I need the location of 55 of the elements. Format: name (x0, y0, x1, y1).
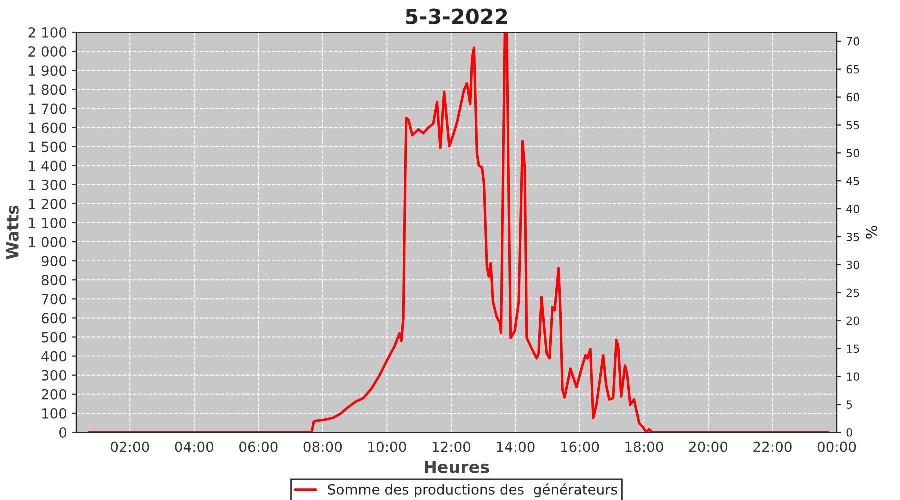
y2-tick-label: 45 (846, 177, 860, 186)
y-tick-label: 900 (42, 256, 67, 267)
y-tick-label: 1 800 (29, 84, 67, 96)
y2-tick-label: 15 (847, 344, 860, 354)
y2-tick-label: 5 (846, 400, 852, 409)
x-tick-label: 10:00 (368, 442, 406, 452)
chart-title: 5-3-2022 (406, 8, 508, 24)
x-tick-label: 00:00 (818, 442, 856, 452)
y2-tick-label: 50 (846, 149, 860, 158)
y2-tick-label: 30 (846, 260, 860, 270)
y2-tick-label: 0 (846, 428, 852, 437)
y-tick-label: 1 700 (29, 104, 67, 114)
y2-tick-label: 10 (847, 372, 860, 382)
y-tick-label: 200 (42, 389, 67, 400)
x-tick-label: 12:00 (432, 442, 471, 452)
y2-axis-title: % (866, 226, 878, 239)
y-tick-label: 600 (42, 313, 67, 324)
x-tick-label: 02:00 (111, 442, 150, 452)
y2-tick-label: 70 (846, 37, 860, 46)
y-tick-label: 1 000 (29, 236, 67, 248)
y-tick-label: 100 (42, 408, 67, 419)
y-tick-label: 1 900 (29, 66, 67, 76)
y-tick-label: 300 (42, 370, 67, 381)
y-tick-label: 500 (42, 332, 67, 343)
y-tick-label: 800 (42, 275, 67, 286)
x-tick-label: 18:00 (626, 442, 664, 452)
x-tick-label: 08:00 (304, 442, 342, 452)
y-tick-label: 2 100 (28, 27, 67, 38)
line-series (88, 32, 830, 432)
x-tick-label: 22:00 (754, 442, 792, 452)
legend-label: Somme des productions des générateurs (328, 484, 618, 498)
y2-tick-label: 25 (846, 288, 860, 298)
x-tick-label: 04:00 (175, 442, 214, 452)
y-tick-label: 1 100 (29, 218, 67, 228)
x-tick-label: 20:00 (689, 442, 728, 452)
y-axis-title: Watts (6, 206, 19, 260)
y-tick-label: 700 (42, 294, 67, 305)
y-tick-label: 1 600 (29, 122, 67, 134)
y2-tick-label: 55 (846, 121, 860, 130)
y2-tick-label: 20 (846, 316, 860, 326)
y-tick-label: 400 (42, 351, 67, 362)
y-tick-label: 1 300 (29, 180, 67, 190)
y2-tick-label: 65 (846, 65, 860, 74)
y-tick-label: 1 200 (29, 198, 67, 210)
x-axis-title: Heures (425, 461, 490, 474)
y-tick-label: 2 000 (28, 46, 67, 58)
y-tick-label: 1 400 (29, 160, 67, 172)
x-tick-label: 06:00 (240, 442, 278, 452)
x-tick-label: 16:00 (561, 442, 600, 452)
y2-tick-label: 40 (846, 205, 860, 214)
y-tick-label: 0 (60, 427, 67, 438)
x-tick-label: 14:00 (497, 442, 535, 452)
y-tick-label: 1 500 (29, 142, 67, 152)
y2-tick-label: 35 (846, 232, 860, 242)
y2-tick-label: 60 (846, 93, 860, 102)
